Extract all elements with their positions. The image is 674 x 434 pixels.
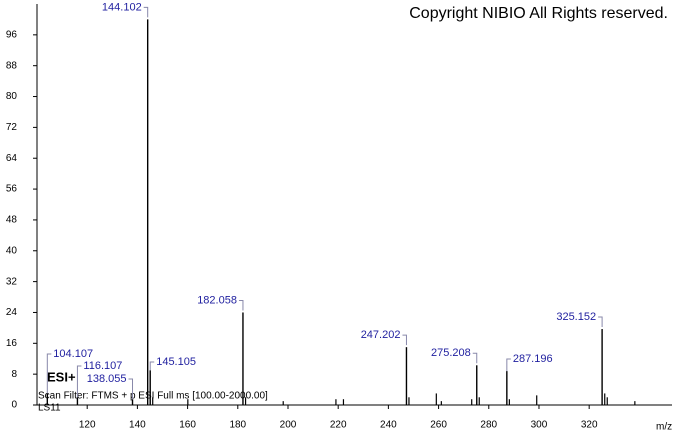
peak-label: 145.105 bbox=[156, 356, 196, 368]
copyright: Copyright NIBIO All Rights reserved. bbox=[409, 5, 668, 22]
peak-label: 247.202 bbox=[361, 329, 401, 341]
x-tick-label: 160 bbox=[179, 420, 196, 431]
y-tick-label: 80 bbox=[6, 91, 18, 102]
x-tick-label: 240 bbox=[380, 420, 397, 431]
peak-label: 104.107 bbox=[53, 348, 93, 360]
ionization: ESI+ bbox=[47, 369, 76, 384]
peak-label: 116.107 bbox=[83, 360, 122, 372]
label-bracket bbox=[472, 352, 478, 364]
x-tick-label: 220 bbox=[330, 420, 347, 431]
label-bracket bbox=[76, 365, 82, 398]
scan-filter: Scan Filter: FTMS + p ESI Full ms [100.0… bbox=[38, 391, 268, 402]
peak-label: 275.208 bbox=[431, 347, 471, 359]
x-tick-label: 280 bbox=[480, 420, 497, 431]
peak-label: 138.055 bbox=[87, 373, 127, 385]
x-tick-label: 260 bbox=[430, 420, 447, 431]
y-tick-label: 96 bbox=[6, 29, 18, 40]
x-axis-label: m/z bbox=[656, 422, 672, 433]
peak-label: 325.152 bbox=[556, 311, 596, 323]
x-tick-label: 320 bbox=[581, 420, 598, 431]
x-tick-label: 120 bbox=[79, 420, 96, 431]
y-tick-label: 0 bbox=[11, 400, 17, 411]
x-tick-label: 140 bbox=[129, 420, 146, 431]
peak-label: 144.102 bbox=[102, 1, 142, 13]
y-tick-label: 24 bbox=[6, 307, 18, 318]
sample-name: LS11 bbox=[38, 403, 61, 414]
label-bracket bbox=[143, 6, 149, 18]
x-tick-label: 300 bbox=[531, 420, 548, 431]
label-bracket bbox=[238, 299, 244, 311]
peak-label: 287.196 bbox=[513, 353, 553, 365]
label-bracket bbox=[46, 353, 52, 394]
y-tick-label: 48 bbox=[6, 215, 18, 226]
label-bracket bbox=[402, 334, 407, 346]
label-bracket bbox=[506, 358, 511, 372]
label-bracket bbox=[149, 361, 155, 371]
y-tick-label: 56 bbox=[6, 184, 18, 195]
label-bracket bbox=[128, 378, 134, 400]
y-tick-label: 8 bbox=[11, 369, 17, 380]
y-tick-label: 40 bbox=[6, 245, 18, 256]
label-bracket bbox=[598, 316, 603, 328]
y-tick-label: 72 bbox=[6, 122, 18, 133]
y-tick-label: 16 bbox=[6, 338, 18, 349]
y-tick-label: 88 bbox=[6, 60, 18, 71]
y-tick-label: 32 bbox=[6, 276, 18, 287]
x-tick-label: 180 bbox=[229, 420, 246, 431]
x-tick-label: 200 bbox=[280, 420, 297, 431]
y-tick-label: 64 bbox=[6, 153, 18, 164]
peak-label: 182.058 bbox=[197, 294, 237, 306]
